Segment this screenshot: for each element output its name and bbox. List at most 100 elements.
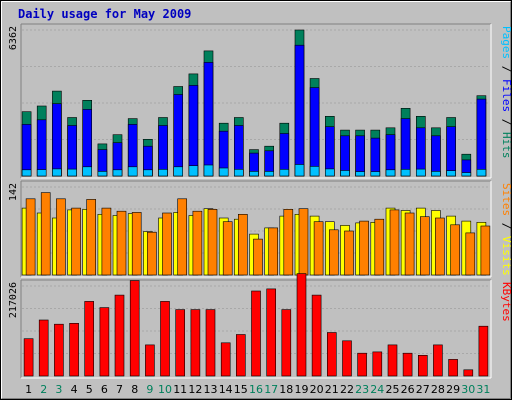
legend-item: / xyxy=(500,59,512,79)
x-tick-label: 3 xyxy=(55,383,62,396)
bar-pages-day-20 xyxy=(309,166,320,177)
x-tick-label: 26 xyxy=(401,383,415,396)
x-tick-label: 31 xyxy=(476,383,490,396)
legend-item: Pages xyxy=(500,26,512,59)
x-tick-label: 15 xyxy=(234,383,248,396)
legend-item: Hits xyxy=(500,132,512,159)
legend-item: Files xyxy=(500,79,512,112)
bar-files-day-12 xyxy=(188,85,199,177)
series-pages xyxy=(21,164,487,177)
bar-files-day-5 xyxy=(82,109,92,177)
bar-sites-day-28 xyxy=(435,217,445,276)
bar-sites-day-8 xyxy=(131,212,142,276)
bar-pages-day-22 xyxy=(340,170,350,177)
bar-pages-day-13 xyxy=(203,164,214,177)
x-tick-label: 9 xyxy=(146,383,153,396)
x-tick-label: 14 xyxy=(219,383,233,396)
bar-kbytes-day-11 xyxy=(175,309,185,377)
bar-sites-day-21 xyxy=(328,229,339,276)
bar-kbytes-day-6 xyxy=(99,307,110,377)
bar-files-day-10 xyxy=(158,125,168,177)
bar-pages-day-6 xyxy=(97,171,108,177)
x-tick-label: 21 xyxy=(325,383,339,396)
bar-pages-day-3 xyxy=(52,168,62,177)
bar-sites-day-15 xyxy=(238,214,248,276)
bar-sites-day-5 xyxy=(86,199,96,276)
chart-title: Daily usage for May 2009 xyxy=(18,7,191,21)
bar-sites-day-26 xyxy=(404,212,415,276)
bar-kbytes-day-3 xyxy=(54,323,64,377)
legend-item: KBytes xyxy=(500,282,512,322)
bar-kbytes-day-13 xyxy=(205,309,216,377)
bar-kbytes-day-2 xyxy=(38,319,49,377)
bar-pages-day-23 xyxy=(355,171,365,177)
bar-files-day-4 xyxy=(67,125,77,177)
bar-kbytes-day-30 xyxy=(463,369,474,377)
bar-kbytes-day-18 xyxy=(281,309,292,377)
bar-files-day-26 xyxy=(400,118,411,177)
panel-visits-sites: 142 Sites / Visits xyxy=(8,180,512,278)
x-tick-label: 29 xyxy=(446,383,460,396)
bar-sites-day-9 xyxy=(147,231,157,276)
x-tick-label: 2 xyxy=(40,383,47,396)
bar-kbytes-day-15 xyxy=(236,334,246,377)
bar-sites-day-24 xyxy=(374,218,385,276)
bar-sites-day-10 xyxy=(162,212,172,276)
bar-sites-day-13 xyxy=(207,209,218,276)
x-tick-label: 16 xyxy=(249,383,263,396)
bar-sites-day-27 xyxy=(419,216,430,276)
bar-kbytes-day-29 xyxy=(448,359,458,377)
bar-pages-day-25 xyxy=(385,169,396,177)
bar-sites-day-2 xyxy=(40,192,51,276)
bar-sites-day-22 xyxy=(344,230,354,276)
bar-files-day-19 xyxy=(294,44,305,177)
x-tick-label: 23 xyxy=(355,383,369,396)
bar-pages-day-8 xyxy=(127,166,138,177)
legend-item: Sites xyxy=(500,183,512,216)
bar-sites-day-29 xyxy=(450,224,460,276)
bar-sites-day-31 xyxy=(480,225,491,276)
x-tick-label: 25 xyxy=(386,383,400,396)
bar-files-day-2 xyxy=(36,119,47,177)
bar-pages-day-5 xyxy=(82,166,92,177)
bar-kbytes-day-19 xyxy=(296,273,307,377)
legend-item: / xyxy=(500,112,512,132)
bar-pages-day-30 xyxy=(461,172,472,177)
bar-pages-day-14 xyxy=(218,167,229,177)
bar-pages-day-15 xyxy=(234,169,244,177)
bar-pages-day-2 xyxy=(36,169,47,177)
x-tick-label: 4 xyxy=(71,383,78,396)
bar-pages-day-17 xyxy=(264,171,275,177)
bar-sites-day-11 xyxy=(177,198,187,276)
x-tick-label: 5 xyxy=(86,383,93,396)
bar-sites-day-19 xyxy=(298,208,309,276)
bar-kbytes-day-7 xyxy=(114,294,125,377)
bar-pages-day-1 xyxy=(21,169,32,177)
bar-kbytes-day-24 xyxy=(372,351,383,377)
x-tick-label: 6 xyxy=(101,383,108,396)
y-max-label: 6362 xyxy=(8,26,19,50)
bar-kbytes-day-16 xyxy=(251,290,261,377)
x-tick-label: 10 xyxy=(158,383,172,396)
bar-pages-day-7 xyxy=(112,169,123,177)
panel-legend: Pages / Files / Hits xyxy=(500,26,512,159)
bar-pages-day-10 xyxy=(158,169,168,177)
bar-pages-day-18 xyxy=(279,169,290,177)
bar-kbytes-day-14 xyxy=(220,342,231,377)
bar-pages-day-21 xyxy=(324,168,335,177)
bar-kbytes-day-27 xyxy=(417,354,428,377)
bar-files-day-31 xyxy=(476,98,487,177)
bar-sites-day-3 xyxy=(56,198,66,276)
bar-sites-day-25 xyxy=(389,209,400,276)
bar-files-day-3 xyxy=(52,103,62,177)
y-max-label: 142 xyxy=(8,183,19,201)
bar-kbytes-day-25 xyxy=(387,344,398,377)
bar-sites-day-23 xyxy=(359,220,369,276)
bar-files-day-22 xyxy=(340,135,350,177)
x-tick-label: 22 xyxy=(340,383,354,396)
bar-kbytes-day-21 xyxy=(326,332,337,377)
bar-kbytes-day-12 xyxy=(190,309,201,377)
bar-pages-day-12 xyxy=(188,165,199,177)
